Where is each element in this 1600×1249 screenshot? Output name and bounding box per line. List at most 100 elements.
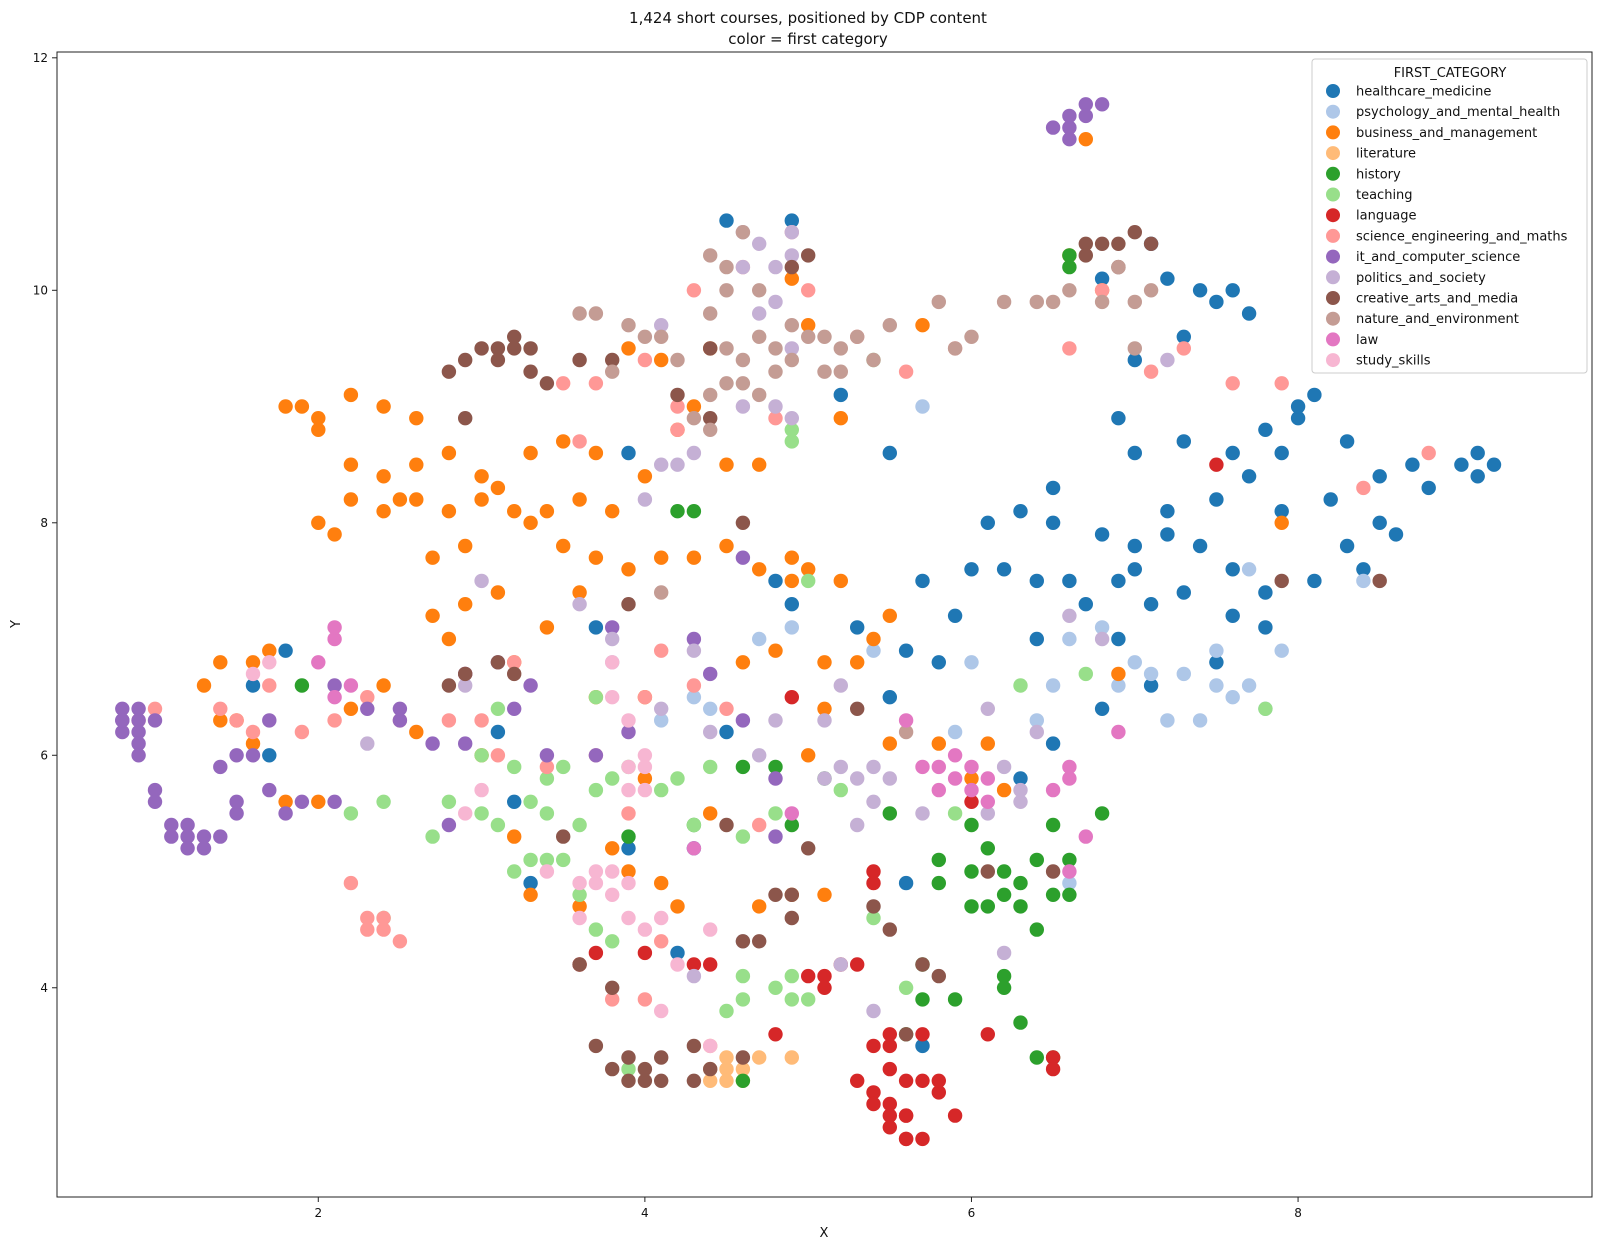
point-teaching-31 — [784, 968, 799, 984]
point-healthcare-medicine-60 — [278, 643, 293, 658]
legend-label-study-skills: study_skills — [1356, 354, 1431, 369]
point-it-and-computer-science-15 — [196, 829, 212, 844]
point-study-skills-5 — [588, 864, 604, 879]
point-business-and-management-64 — [588, 445, 604, 461]
y-tick-label-2: 8 — [40, 516, 48, 530]
point-history-21 — [915, 992, 930, 1007]
point-law-8 — [980, 794, 995, 809]
point-politics-and-society-33 — [980, 701, 995, 716]
point-business-and-management-65 — [392, 492, 408, 507]
point-creative-arts-and-media-29 — [621, 1050, 636, 1065]
point-language-32 — [980, 1027, 995, 1042]
point-history-5 — [1029, 852, 1045, 868]
point-psychology-and-mental-health-11 — [1094, 620, 1110, 635]
point-science-engineering-and-maths-23 — [670, 422, 685, 437]
point-politics-and-society-29 — [882, 771, 897, 786]
point-business-and-management-39 — [245, 655, 261, 670]
point-it-and-computer-science-5 — [131, 701, 146, 716]
point-business-and-management-33 — [409, 492, 424, 507]
plot-frame — [56, 51, 1593, 1198]
point-teaching-0 — [474, 806, 489, 821]
point-science-engineering-and-maths-1 — [360, 922, 375, 937]
point-it-and-computer-science-19 — [213, 829, 228, 844]
point-healthcare-medicine-13 — [1258, 620, 1273, 635]
point-nature-and-environment-20 — [735, 376, 751, 391]
point-nature-and-environment-26 — [621, 318, 636, 333]
point-healthcare-medicine-57 — [507, 794, 522, 809]
point-politics-and-society-47 — [1013, 794, 1028, 809]
point-healthcare-medicine-33 — [1307, 387, 1322, 403]
point-science-engineering-and-maths-42 — [686, 678, 702, 693]
point-science-engineering-and-maths-4 — [392, 934, 408, 949]
point-business-and-management-91 — [931, 736, 946, 751]
legend-marker-business-and-management — [1326, 125, 1340, 140]
point-business-and-management-99 — [1111, 666, 1126, 682]
point-it-and-computer-science-37 — [523, 678, 538, 693]
point-healthcare-medicine-26 — [1356, 562, 1371, 577]
point-healthcare-medicine-7 — [996, 562, 1012, 577]
legend-item-law: law — [1326, 332, 1379, 348]
point-language-15 — [947, 1108, 963, 1123]
point-literature-9 — [719, 1073, 734, 1089]
point-it-and-computer-science-32 — [425, 736, 440, 751]
point-nature-and-environment-16 — [833, 364, 848, 379]
point-healthcare-medicine-3 — [1127, 538, 1143, 554]
point-language-11 — [898, 1073, 914, 1089]
point-healthcare-medicine-64 — [621, 445, 636, 461]
point-creative-arts-and-media-42 — [784, 887, 799, 902]
point-language-33 — [1045, 1050, 1061, 1065]
point-psychology-and-mental-health-16 — [915, 399, 930, 414]
point-it-and-computer-science-24 — [245, 748, 261, 763]
point-healthcare-medicine-48 — [931, 655, 946, 670]
point-nature-and-environment-46 — [947, 341, 963, 356]
point-politics-and-society-7 — [752, 306, 767, 321]
point-business-and-management-0 — [278, 399, 293, 414]
point-study-skills-10 — [621, 759, 636, 775]
point-literature-1 — [735, 1061, 751, 1077]
point-healthcare-medicine-25 — [1388, 527, 1404, 542]
point-science-engineering-and-maths-28 — [801, 283, 816, 298]
point-creative-arts-and-media-38 — [605, 980, 620, 995]
point-healthcare-medicine-83 — [1029, 573, 1045, 589]
point-history-23 — [931, 852, 946, 868]
point-business-and-management-8 — [409, 457, 424, 472]
point-language-9 — [915, 1131, 930, 1147]
point-science-engineering-and-maths-12 — [360, 690, 375, 705]
point-healthcare-medicine-47 — [898, 643, 914, 658]
point-teaching-6 — [523, 794, 538, 809]
point-healthcare-medicine-44 — [1176, 329, 1192, 344]
legend-marker-politics-and-society — [1326, 270, 1340, 285]
point-healthcare-medicine-32 — [1290, 411, 1306, 426]
point-nature-and-environment-8 — [752, 329, 767, 344]
point-study-skills-25 — [703, 922, 718, 937]
point-business-and-management-28 — [833, 573, 848, 589]
point-science-engineering-and-maths-34 — [1143, 364, 1159, 379]
point-business-and-management-3 — [311, 422, 326, 437]
point-nature-and-environment-39 — [1127, 341, 1143, 356]
point-language-36 — [1209, 457, 1224, 472]
point-language-13 — [931, 1085, 946, 1100]
point-business-and-management-13 — [507, 504, 522, 519]
point-business-and-management-79 — [735, 655, 751, 670]
point-study-skills-3 — [605, 864, 620, 879]
point-healthcare-medicine-37 — [1192, 283, 1208, 298]
point-science-engineering-and-maths-37 — [1274, 376, 1289, 391]
point-language-24 — [703, 957, 718, 972]
point-creative-arts-and-media-17 — [801, 248, 816, 263]
point-business-and-management-26 — [784, 573, 799, 589]
legend-item-history: history — [1326, 166, 1401, 182]
point-politics-and-society-42 — [458, 678, 473, 693]
legend-label-science-engineering-and-maths: science_engineering_and_maths — [1356, 229, 1568, 244]
legend-marker-history — [1326, 166, 1340, 181]
point-teaching-32 — [866, 910, 881, 926]
point-business-and-management-100 — [817, 887, 832, 902]
point-creative-arts-and-media-21 — [1127, 225, 1143, 240]
legend-item-creative-arts-and-media: creative_arts_and_media — [1326, 291, 1518, 307]
point-language-1 — [866, 1085, 881, 1100]
point-it-and-computer-science-4 — [115, 724, 130, 740]
point-business-and-management-25 — [752, 562, 767, 577]
point-creative-arts-and-media-36 — [735, 1050, 751, 1065]
point-it-and-computer-science-38 — [539, 748, 555, 763]
point-healthcare-medicine-66 — [784, 597, 799, 612]
point-it-and-computer-science-54 — [392, 701, 408, 716]
